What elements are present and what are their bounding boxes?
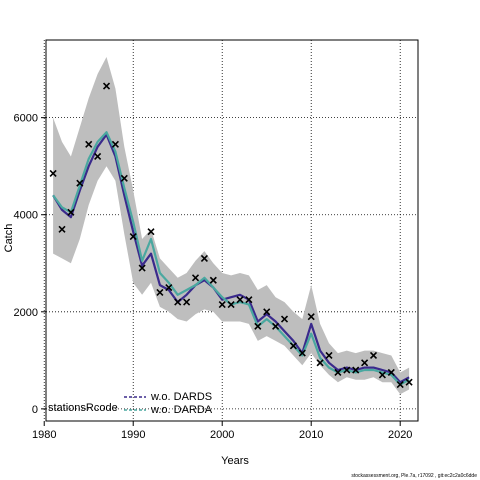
observed-point [369,351,378,360]
axes: 1980 1990 2000 2010 2020 0 2000 4000 6000 [14,113,413,441]
observed-point [343,366,351,374]
observed-point [209,276,217,284]
y-tick-label: 6000 [14,113,38,125]
observed-point [174,298,182,306]
observed-point [94,152,102,161]
observed-point [67,208,75,216]
observed-point [58,225,66,233]
observed-point [272,322,280,330]
observed-point [289,342,297,350]
legend-label-dards: w.o. DARDS [150,391,212,403]
observed-point [245,296,253,304]
x-tick-label: 2020 [388,429,412,441]
observed-point [183,298,191,306]
observed-point [325,351,333,360]
x-tick-label: 1980 [32,429,56,441]
observed-point [227,300,235,309]
observed-point [76,179,84,187]
observed-point [165,283,173,292]
series-lines [52,131,410,386]
observed-point [49,169,57,178]
observed-point [129,233,137,241]
observed-point [120,174,128,182]
observed-point [200,254,208,262]
y-tick-label: 4000 [14,210,38,222]
observed-point [378,371,386,379]
y-tick-label: 2000 [14,307,38,319]
plot-frame [45,39,419,422]
observed-points [49,82,413,389]
observed-point [280,315,289,323]
x-tick-label: 1990 [121,429,145,441]
x-tick-label: 2000 [210,429,234,441]
observed-point [138,264,146,272]
observed-point [307,313,315,321]
observed-point [254,322,262,330]
observed-point [316,359,324,367]
observed-point [352,366,360,374]
x-tick-label: 2010 [299,429,323,441]
observed-point [361,359,369,367]
observed-point [405,378,413,386]
observed-point [334,368,342,377]
observed-point [218,300,226,309]
confidence-band [53,57,410,395]
observed-point [147,228,155,236]
observed-point [387,368,395,377]
legend: stationsRcode w.o. DARDS w.o. DARDA [48,391,213,416]
observed-point [102,82,111,90]
y-axis-title: Catch [3,224,15,253]
observed-point [298,349,306,357]
observed-point [191,274,200,282]
observed-point [263,308,271,316]
series-line-darda [52,131,410,386]
observed-point [111,140,119,148]
observed-point [396,381,404,389]
observed-point [236,296,244,304]
y-tick-label: 0 [32,404,38,416]
footer-credit: stockassessment.org, Ple.7a, r17092 , gi… [351,473,477,479]
x-axis-title: Years [221,455,249,467]
observed-point [85,140,93,148]
series-line-dards [52,133,410,384]
legend-label-darda: w.o. DARDA [150,404,213,416]
legend-title: stationsRcode [48,402,118,414]
observed-point [156,288,164,296]
